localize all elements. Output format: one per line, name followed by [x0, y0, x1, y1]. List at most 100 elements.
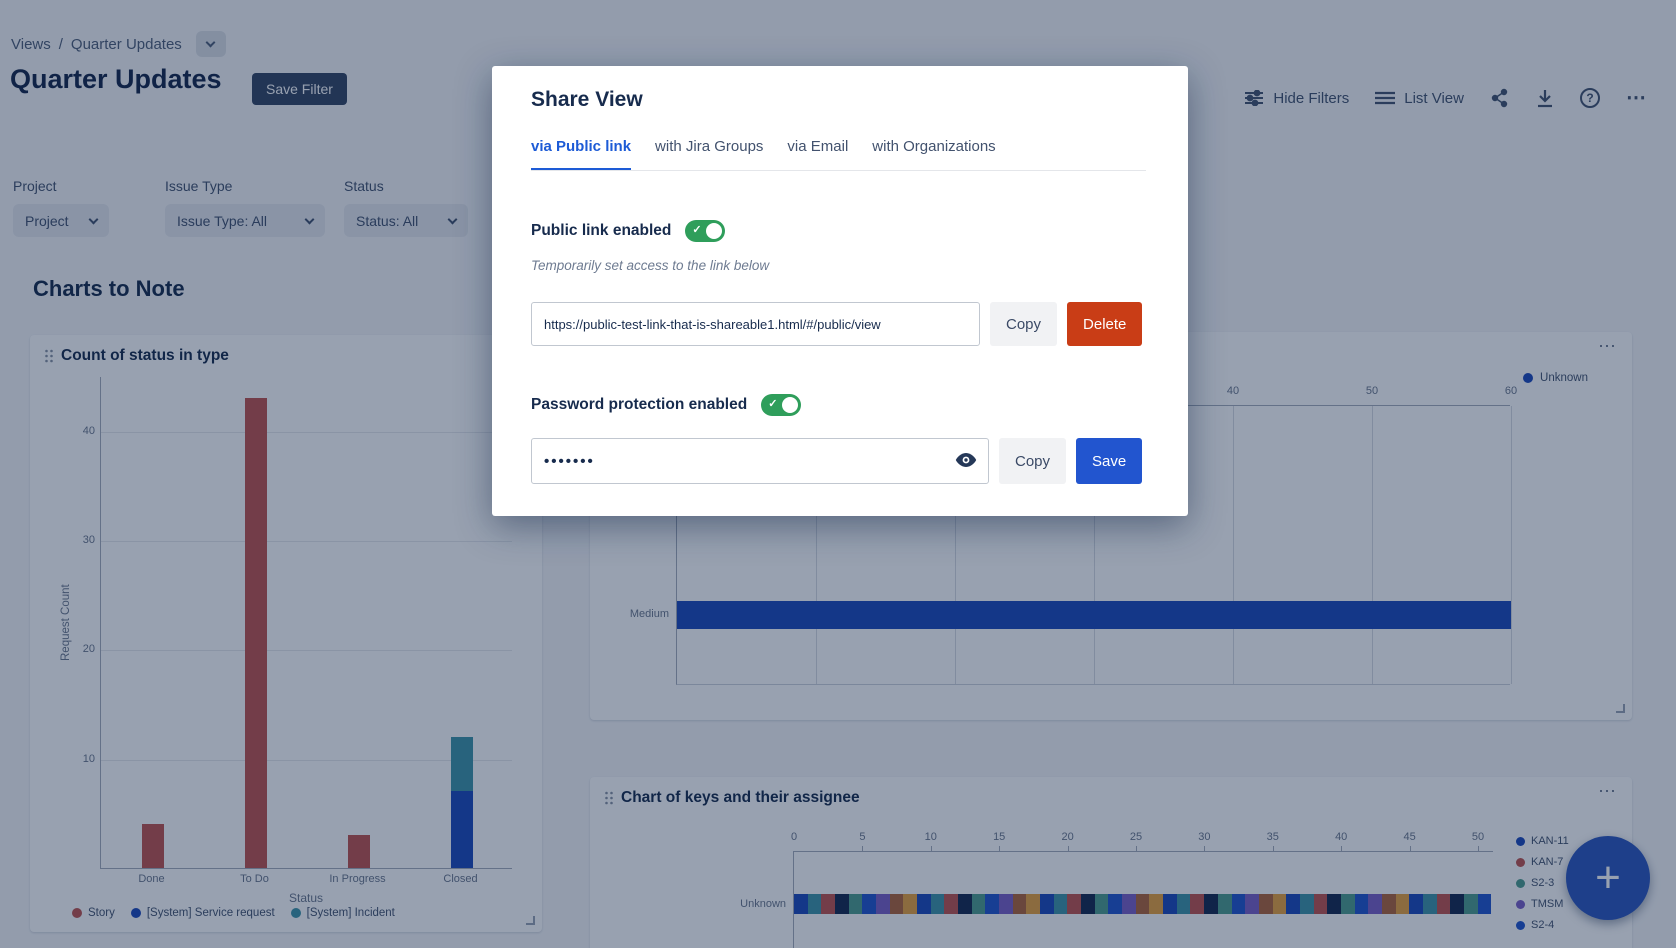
filter-status: Status Status: All — [344, 178, 468, 237]
chart-title: Chart of keys and their assignee — [621, 789, 860, 806]
seg — [1190, 894, 1205, 914]
download-icon[interactable] — [1536, 89, 1554, 108]
seg — [1409, 894, 1423, 914]
toggle-knob — [782, 397, 799, 413]
legend-item: S2-3 — [1516, 877, 1569, 889]
filter-issue-type-label: Issue Type — [165, 178, 233, 194]
view-switcher-button[interactable] — [195, 31, 226, 57]
filter-issue-type: Issue Type Issue Type: All — [165, 178, 325, 237]
public-link-toggle[interactable]: ✓ — [685, 220, 726, 242]
show-password-button[interactable] — [953, 448, 979, 474]
issue-type-dropdown[interactable]: Issue Type: All — [165, 204, 325, 237]
card-more-icon[interactable]: ⋯ — [1598, 781, 1618, 801]
legend-item: S2-4 — [1516, 919, 1569, 931]
xtick: 0 — [790, 831, 798, 843]
legend-label: Unknown — [1540, 372, 1588, 384]
filter-project-label: Project — [13, 178, 57, 194]
chart-legend: KAN-11 KAN-7 S2-3 TMSM S2-4 — [1516, 835, 1569, 931]
password-input[interactable] — [531, 438, 989, 484]
card-more-icon[interactable]: ⋯ — [1598, 336, 1618, 356]
more-options-icon[interactable]: ⋯ — [1626, 87, 1648, 109]
seg — [1026, 894, 1041, 914]
breadcrumb-views-link[interactable]: Views — [11, 35, 51, 53]
tab-with-jira-groups[interactable]: with Jira Groups — [655, 138, 764, 155]
seg — [1217, 894, 1232, 914]
hbar — [677, 601, 1511, 629]
vgrid — [1233, 406, 1234, 684]
resize-handle[interactable] — [526, 916, 535, 925]
issue-type-dropdown-value: Issue Type: All — [177, 212, 268, 229]
xtick: 25 — [1129, 831, 1143, 843]
legend-dot — [1516, 836, 1525, 846]
drag-handle-icon[interactable] — [44, 349, 54, 363]
seg — [807, 894, 822, 914]
seg — [1258, 894, 1273, 914]
tab-with-organizations[interactable]: with Organizations — [872, 138, 996, 155]
header-actions: Hide Filters List View ? ⋯ — [1244, 88, 1648, 108]
resize-handle[interactable] — [1616, 704, 1625, 713]
hgrid — [101, 541, 512, 542]
add-button[interactable]: + — [1566, 836, 1650, 920]
legend-dot — [1523, 373, 1534, 383]
eye-icon — [955, 453, 977, 467]
seg — [971, 894, 986, 914]
seg — [1094, 894, 1109, 914]
help-icon[interactable]: ? — [1580, 88, 1600, 108]
vgrid — [1511, 406, 1512, 684]
seg — [1368, 894, 1382, 914]
cat: Done — [138, 873, 165, 885]
stacked-bar-chart-plot: Unknown 0 5 10 15 20 25 30 35 40 45 50 — [740, 831, 1493, 948]
save-password-button[interactable]: Save — [1076, 438, 1143, 484]
tab-via-public-link[interactable]: via Public link — [531, 138, 632, 170]
hide-filters-button[interactable]: Hide Filters — [1244, 90, 1349, 107]
seg — [1477, 894, 1492, 914]
tickmark — [1272, 846, 1274, 852]
legend-label: S2-4 — [1531, 919, 1555, 931]
seg — [889, 894, 904, 914]
seg — [903, 894, 918, 914]
hgrid — [101, 431, 512, 433]
seg — [1450, 894, 1464, 914]
seg — [1286, 894, 1300, 914]
copy-password-button[interactable]: Copy — [999, 438, 1067, 484]
section-title: Charts to Note — [33, 276, 185, 301]
tab-via-email[interactable]: via Email — [787, 138, 849, 155]
seg — [1067, 894, 1082, 914]
public-link-input-row: Copy Delete — [531, 302, 1143, 346]
seg — [1463, 894, 1478, 914]
filter-status-label: Status — [344, 178, 384, 194]
seg — [848, 894, 863, 914]
seg — [1327, 894, 1341, 914]
save-filter-button[interactable]: Save Filter — [252, 73, 347, 105]
project-dropdown[interactable]: Project — [13, 204, 109, 237]
status-dropdown[interactable]: Status: All — [344, 204, 468, 237]
seg — [1381, 894, 1396, 914]
list-view-button[interactable]: List View — [1375, 90, 1464, 107]
seg — [1012, 894, 1027, 914]
vbar — [450, 736, 473, 792]
seg — [1108, 894, 1123, 914]
vgrid — [1372, 406, 1373, 684]
category-label: Unknown — [740, 898, 786, 910]
delete-link-button[interactable]: Delete — [1067, 302, 1143, 346]
share-icon[interactable] — [1490, 88, 1510, 108]
breadcrumb-current[interactable]: Quarter Updates — [70, 35, 182, 53]
legend-label: S2-3 — [1531, 877, 1555, 889]
password-protection-row: Password protection enabled ✓ — [531, 392, 802, 418]
tickmark — [1136, 846, 1137, 852]
vgrid — [1094, 406, 1095, 684]
seg — [1299, 894, 1314, 914]
drag-handle-icon[interactable] — [604, 791, 614, 805]
seg — [1176, 894, 1191, 914]
seg — [1040, 894, 1054, 914]
seg — [794, 894, 808, 914]
copy-link-button[interactable]: Copy — [990, 302, 1058, 346]
public-link-input[interactable] — [531, 302, 980, 346]
password-protection-toggle[interactable]: ✓ — [761, 394, 802, 416]
password-field-wrapper — [531, 438, 989, 484]
seg — [876, 894, 890, 914]
legend-label: TMSM — [1531, 898, 1564, 910]
x-axis-label: Status — [288, 891, 324, 905]
status-dropdown-value: Status: All — [356, 212, 419, 229]
seg — [1122, 894, 1136, 914]
